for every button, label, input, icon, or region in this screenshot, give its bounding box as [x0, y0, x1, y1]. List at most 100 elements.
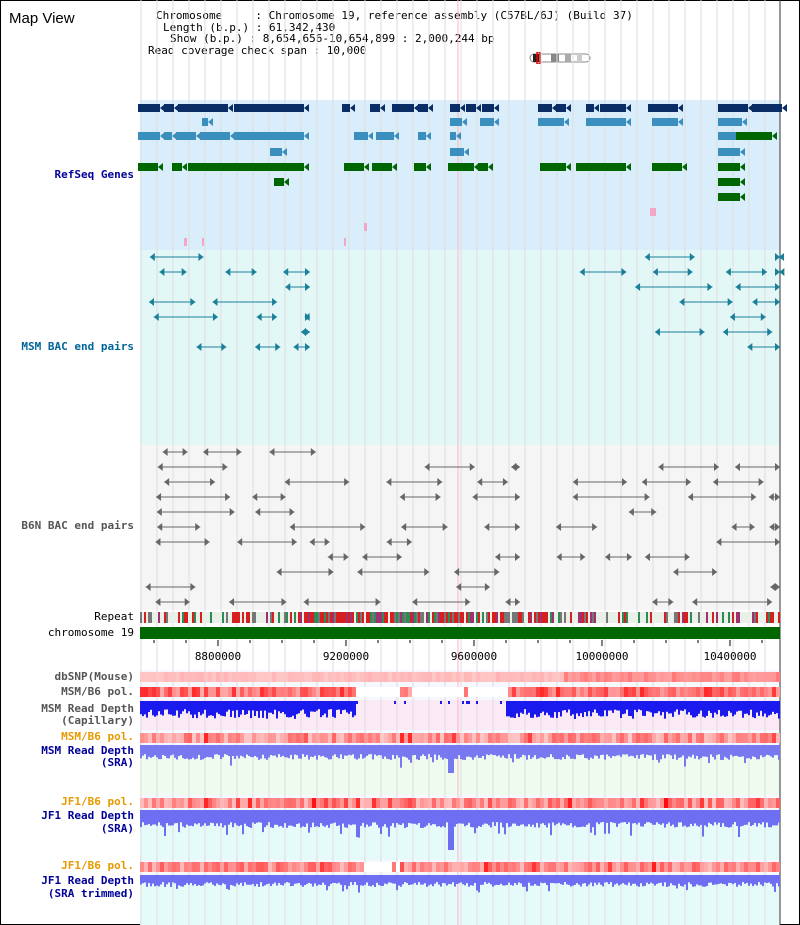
heat-cell: [620, 862, 624, 872]
depth-bar: [382, 745, 384, 759]
repeat-mark: [460, 612, 462, 623]
repeat-mark: [332, 612, 334, 623]
depth-bar: [228, 745, 230, 757]
msm-bac-track[interactable]: [149, 253, 785, 351]
depth-bar: [570, 810, 572, 824]
depth-bar: [592, 745, 594, 759]
msm-b6-pol-track-1[interactable]: [140, 687, 780, 697]
depth-bar: [378, 875, 380, 885]
repeat-mark: [500, 612, 502, 623]
heat-cell: [388, 862, 392, 872]
depth-bar: [538, 745, 540, 759]
msm-depth-sra-track[interactable]: [140, 745, 780, 773]
dbsnp-track[interactable]: [140, 672, 780, 682]
depth-bar: [526, 875, 528, 892]
jf1-depth-trimmed-track[interactable]: [140, 875, 780, 893]
bac-end: [511, 463, 517, 471]
heat-cell: [248, 798, 252, 808]
refseq-genes-track[interactable]: [138, 104, 787, 246]
bac-end: [652, 598, 658, 606]
heat-cell: [532, 798, 536, 808]
heat-cell: [236, 798, 240, 808]
depth-bar: [192, 875, 194, 886]
depth-bar: [322, 810, 324, 826]
bac-end: [652, 268, 658, 276]
heat-cell: [252, 687, 256, 697]
depth-bar: [676, 810, 678, 827]
depth-bar: [626, 810, 628, 825]
depth-bar: [256, 875, 258, 884]
bac-end: [775, 298, 780, 306]
msm-b6-pol-track-2[interactable]: [140, 733, 780, 743]
repeat-mark: [580, 612, 582, 623]
heat-cell: [244, 862, 248, 872]
gene-arrow: [740, 163, 745, 171]
heat-cell: [768, 733, 772, 743]
depth-bar: [580, 701, 582, 714]
repeat-mark: [394, 612, 396, 623]
jf1-depth-sra-track[interactable]: [140, 810, 780, 850]
depth-bar: [724, 701, 726, 717]
bac-end: [212, 298, 218, 306]
repeat-mark: [624, 612, 626, 623]
heat-cell: [492, 733, 496, 743]
heat-cell: [180, 672, 184, 682]
heat-cell: [472, 733, 476, 743]
heat-cell: [540, 733, 544, 743]
depth-bar: [194, 875, 196, 885]
heat-cell: [460, 672, 464, 682]
depth-bar: [622, 810, 624, 823]
heat-cell: [140, 687, 144, 697]
bac-end: [229, 598, 235, 606]
depth-bar: [532, 745, 534, 758]
heat-cell: [456, 687, 460, 697]
heat-cell: [544, 733, 548, 743]
msm-depth-capillary-track[interactable]: [140, 701, 780, 719]
heat-cell: [232, 733, 236, 743]
depth-bar: [230, 875, 232, 885]
heat-cell: [644, 733, 648, 743]
depth-bar: [422, 810, 424, 828]
depth-bar: [654, 745, 656, 755]
heat-cell: [300, 862, 304, 872]
gene-block: [736, 132, 772, 140]
heat-cell: [504, 798, 508, 808]
heat-cell: [272, 687, 276, 697]
bac-end: [456, 583, 462, 591]
jf1-b6-pol-track-2[interactable]: [140, 862, 780, 872]
depth-bar: [434, 745, 436, 755]
depth-bar: [298, 745, 300, 759]
heat-cell: [376, 862, 380, 872]
jf1-b6-pol-track-1[interactable]: [140, 798, 780, 808]
heat-cell: [384, 733, 388, 743]
heat-cell: [740, 687, 744, 697]
heat-cell: [444, 687, 448, 697]
repeat-mark: [678, 612, 680, 623]
bac-end: [592, 523, 598, 531]
chromosome-bar[interactable]: [140, 627, 780, 639]
depth-bar: [272, 810, 274, 828]
repeat-mark: [306, 612, 308, 623]
label-msm-depth-cap-1: MSM Read Depth: [41, 702, 134, 715]
depth-bar: [552, 875, 554, 883]
heat-cell: [684, 687, 688, 697]
b6n-bac-track[interactable]: [145, 448, 780, 606]
depth-bar: [752, 810, 754, 825]
depth-bar: [574, 701, 576, 719]
heat-cell: [664, 733, 668, 743]
gene-arrow: [304, 132, 309, 140]
depth-bar: [352, 875, 354, 885]
depth-bar: [144, 701, 146, 715]
depth-bar: [736, 875, 738, 887]
heat-cell: [212, 862, 216, 872]
chromosome-ideogram[interactable]: [529, 52, 593, 64]
repeat-track[interactable]: [140, 612, 780, 623]
depth-bar: [492, 875, 494, 887]
depth-bar: [280, 810, 282, 826]
heat-cell: [284, 798, 288, 808]
heat-cell: [340, 798, 344, 808]
heat-cell: [348, 862, 352, 872]
repeat-mark: [314, 612, 316, 623]
gene-block: [354, 132, 368, 140]
